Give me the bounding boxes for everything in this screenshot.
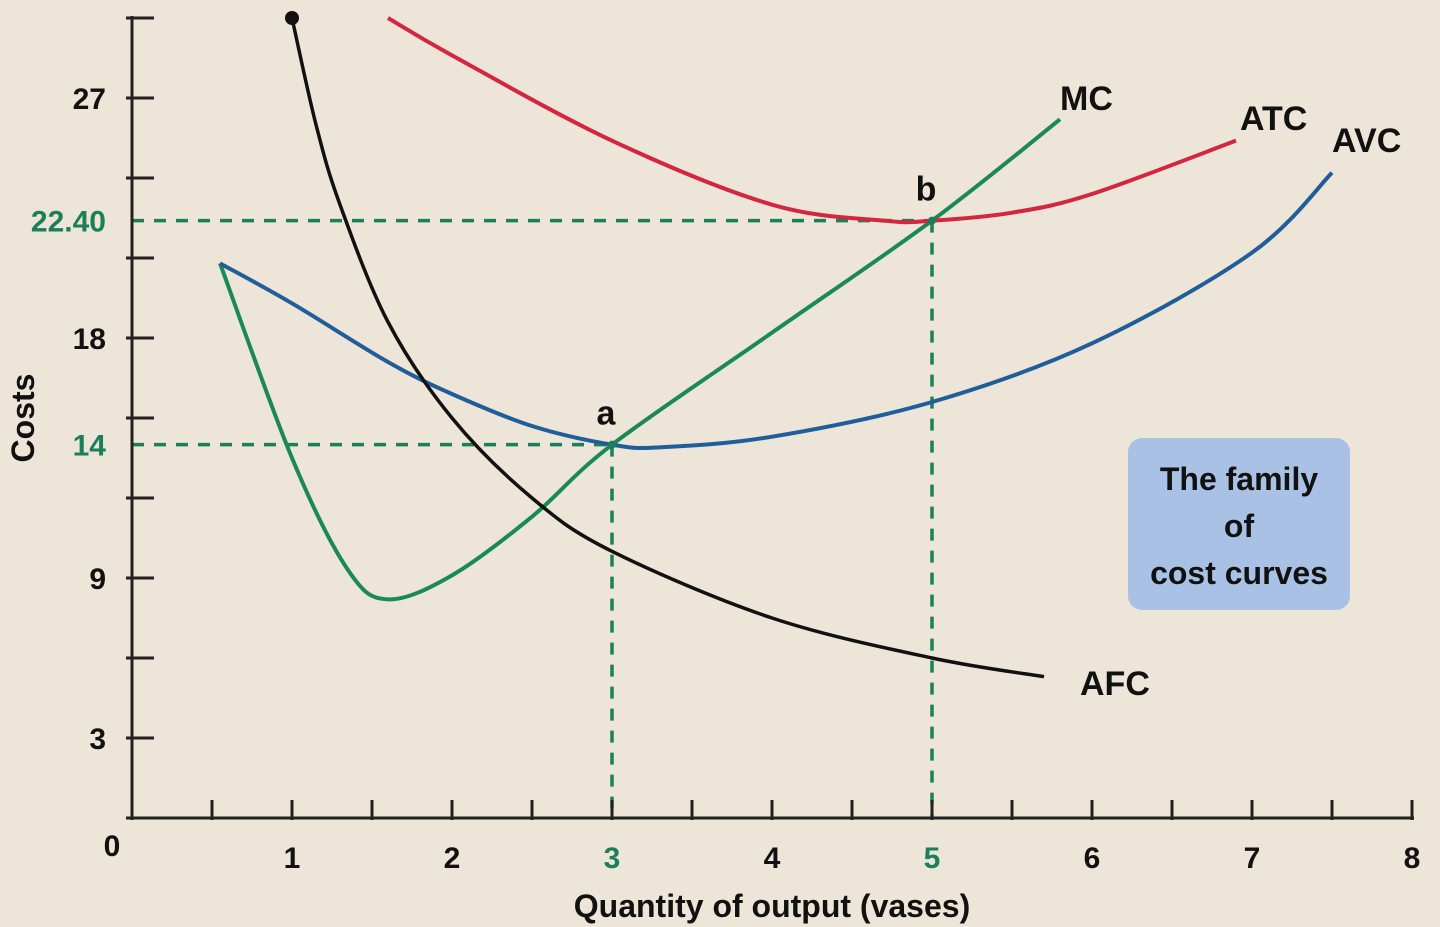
x-tick-label-7: 7 — [1244, 842, 1261, 875]
note-box-background — [1128, 438, 1350, 610]
x-tick-label-4: 4 — [764, 842, 781, 875]
note-line-3: cost curves — [1150, 555, 1328, 591]
y-tick-label-3: 3 — [89, 723, 106, 756]
guide-lines — [132, 218, 934, 818]
afc-start-dot — [285, 11, 299, 25]
axes — [126, 16, 1414, 820]
curve-avc — [219, 171, 1334, 451]
curve-label-mc: MC — [1060, 80, 1113, 118]
y-axis-label: Costs — [5, 374, 41, 463]
curve-label-afc: AFC — [1080, 665, 1150, 703]
y-tick-label-27: 27 — [73, 83, 106, 116]
point-marker-b — [928, 216, 936, 225]
x-tick-label-6: 6 — [1084, 842, 1101, 875]
y-highlight-label: 22.40 — [31, 206, 106, 239]
point-label-a: a — [597, 395, 617, 433]
x-tick-label-2: 2 — [444, 842, 461, 875]
origin-label: 0 — [104, 830, 121, 863]
y-highlight-label: 14 — [73, 430, 107, 463]
curve-afc — [290, 17, 1045, 679]
note-line-1: The family — [1160, 461, 1318, 497]
x-axis-label: Quantity of output (vases) — [574, 888, 970, 924]
note-line-2: of — [1224, 508, 1255, 544]
x-tick-label-1: 1 — [284, 842, 301, 875]
note-box: The family of cost curves — [1128, 438, 1350, 610]
x-tick-label-5: 5 — [924, 842, 941, 875]
curve-atc — [386, 16, 1237, 225]
point-marker-a — [608, 440, 616, 449]
x-tick-label-3: 3 — [604, 842, 621, 875]
curve-label-avc: AVC — [1332, 122, 1401, 160]
labels: 1 2 3 4 5 6 7 8 3 9 18 27 14 22.40 a b MC ATC AVC AFC — [31, 80, 1420, 875]
x-tick-label-8: 8 — [1404, 842, 1421, 875]
y-tick-label-18: 18 — [73, 323, 106, 356]
curve-mc — [218, 117, 1062, 602]
curves — [218, 11, 1334, 679]
point-label-b: b — [916, 171, 937, 209]
curve-label-atc: ATC — [1240, 100, 1307, 138]
y-tick-label-9: 9 — [89, 563, 106, 596]
